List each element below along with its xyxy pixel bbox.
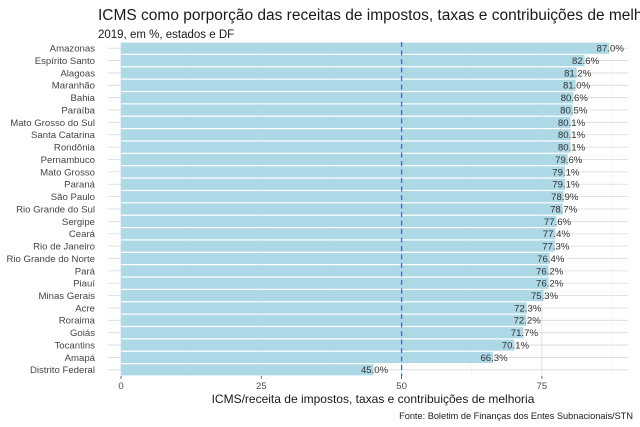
bar [121, 141, 571, 153]
x-tick-label: 25 [256, 381, 267, 392]
bar [121, 252, 550, 265]
value-label: 81.0% [563, 81, 591, 92]
value-label: 80.1% [558, 118, 586, 129]
bar [121, 79, 576, 91]
category-label: Alagoas [60, 68, 95, 79]
category-label: Bahia [70, 93, 95, 104]
bar [121, 166, 565, 178]
bar [121, 302, 527, 314]
value-label: 77.4% [543, 229, 571, 240]
category-label: Pará [75, 266, 96, 277]
value-label: 82.6% [572, 56, 600, 67]
value-label: 72.3% [514, 303, 542, 314]
value-labels-group: 87.0%82.6%81.2%81.0%80.6%80.5%80.1%80.1%… [361, 44, 624, 377]
value-label: 79.6% [555, 155, 583, 166]
category-label: Mato Grosso [40, 167, 95, 178]
value-label: 71.7% [511, 328, 539, 339]
category-label: Maranhão [52, 81, 95, 92]
category-label: Acre [75, 303, 95, 314]
value-label: 76.2% [536, 279, 564, 290]
value-label: 45.0% [361, 365, 389, 376]
category-label: Piauí [73, 279, 95, 290]
x-tick-label: 50 [396, 381, 407, 392]
bar [121, 327, 524, 339]
bar [121, 364, 374, 376]
bar [121, 351, 494, 364]
value-label: 80.5% [560, 105, 588, 116]
value-label: 80.1% [558, 143, 586, 154]
value-label: 81.2% [564, 68, 592, 79]
value-label: 72.2% [514, 316, 542, 327]
bar [121, 339, 515, 351]
chart-title: ICMS como porporção das receitas de impo… [98, 7, 640, 24]
category-label: São Paulo [51, 192, 95, 203]
category-label: Pernambuco [41, 155, 95, 166]
bar [121, 42, 610, 54]
category-label: Tocantins [54, 340, 95, 351]
category-label: Roraima [59, 316, 96, 327]
bar [121, 277, 549, 289]
value-label: 70.1% [502, 340, 530, 351]
bar [121, 228, 556, 240]
category-label: Goiás [70, 328, 95, 339]
x-tick-labels-group: 0 25 50 75 [118, 376, 547, 392]
category-label: Rio Grande do Sul [16, 204, 95, 215]
category-label: Santa Catarina [31, 130, 96, 141]
category-label: Amazonas [50, 44, 96, 55]
bar [121, 314, 527, 326]
source-caption: Fonte: Boletim de Finanças dos Entes Sub… [399, 411, 633, 421]
bars-group [121, 42, 610, 376]
bar [121, 129, 571, 141]
value-label: 76.2% [536, 266, 564, 277]
bar [121, 290, 544, 302]
plot-area: 87.0%82.6%81.2%81.0%80.6%80.5%80.1%80.1%… [108, 42, 628, 376]
category-label: Sergipe [62, 217, 95, 228]
category-label: Rio Grande do Norte [6, 254, 95, 265]
value-label: 77.6% [544, 217, 572, 228]
value-label: 87.0% [597, 44, 625, 55]
category-label: Amapá [65, 353, 96, 364]
bar [121, 116, 571, 128]
category-label: Minas Gerais [38, 291, 95, 302]
bar [121, 203, 563, 215]
x-axis-title: ICMS/receita de impostos, taxas e contri… [212, 392, 535, 406]
x-tick-label: 0 [118, 381, 123, 392]
bar [121, 153, 568, 166]
category-label: Mato Grosso do Sul [10, 118, 95, 129]
bar [121, 104, 573, 116]
value-label: 78.7% [550, 204, 578, 215]
bar [121, 265, 549, 277]
category-label: Distrito Federal [30, 365, 95, 376]
value-label: 76.4% [537, 254, 565, 265]
value-label: 66.3% [480, 353, 508, 364]
value-label: 77.3% [542, 242, 570, 253]
bar [121, 178, 565, 190]
bar [121, 240, 555, 252]
value-label: 78.9% [551, 192, 579, 203]
value-label: 80.6% [561, 93, 589, 104]
category-label: Rio de Janeiro [33, 242, 95, 253]
category-label: Paraíba [61, 105, 95, 116]
category-label: Espírito Santo [35, 56, 95, 67]
value-label: 79.1% [552, 167, 580, 178]
category-label: Rondônia [54, 143, 96, 154]
category-label: Paraná [64, 180, 96, 191]
category-label: Ceará [69, 229, 96, 240]
bar [121, 54, 585, 67]
value-label: 79.1% [552, 180, 580, 191]
value-label: 80.1% [558, 130, 586, 141]
bar [121, 67, 577, 79]
x-tick-label: 75 [537, 381, 548, 392]
bar [121, 191, 564, 203]
chart-subtitle: 2019, em %, estados e DF [98, 29, 234, 41]
bar [121, 92, 574, 104]
bar [121, 215, 557, 227]
value-label: 75.3% [531, 291, 559, 302]
